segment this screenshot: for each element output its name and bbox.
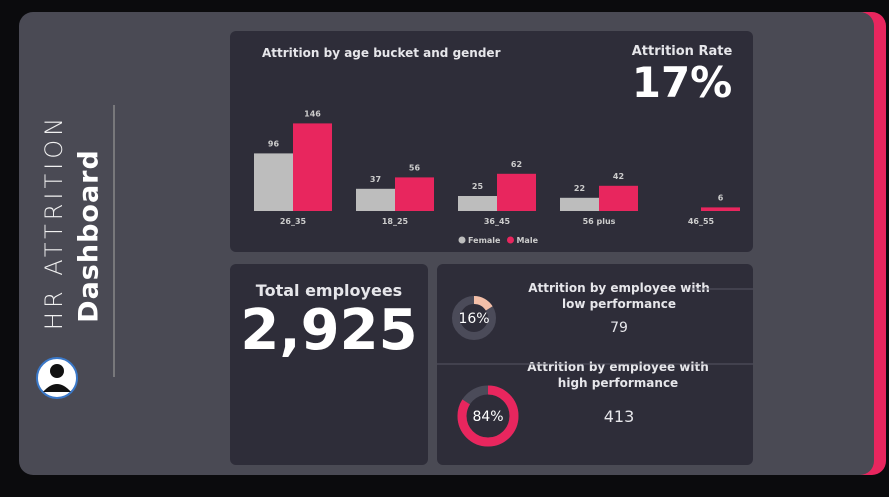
bar: [497, 173, 536, 211]
donut-arc: [457, 385, 519, 447]
legend-label: Female: [468, 236, 501, 245]
value-label: 22: [574, 184, 585, 193]
value-label: 56: [409, 163, 421, 172]
value-label: 6: [718, 193, 724, 202]
donut-label: 84%: [472, 409, 503, 425]
x-tick-label: 18_25: [382, 217, 409, 226]
value-label: 146: [304, 109, 321, 118]
card-count: 413: [603, 407, 635, 426]
avatar-head: [50, 364, 64, 378]
card-count: 79: [610, 320, 628, 336]
bar: [293, 123, 332, 211]
bar: [254, 153, 293, 211]
avatar-body: [43, 384, 71, 392]
x-tick-label: 26_35: [280, 217, 307, 226]
legend-marker: [458, 236, 466, 244]
bar: [458, 196, 497, 211]
value-label: 96: [268, 139, 280, 148]
legend-label: Male: [516, 236, 538, 245]
value-label: 37: [370, 175, 381, 184]
x-tick-label: 56 plus: [583, 217, 616, 226]
value-label: 25: [472, 182, 484, 191]
bar: [395, 177, 434, 211]
value-label: 42: [613, 172, 624, 181]
total-value: 2,925: [240, 298, 418, 363]
value-label: 62: [511, 160, 522, 169]
bar: [560, 197, 599, 211]
bar: [356, 188, 395, 211]
donut-label: 16%: [458, 311, 489, 327]
x-tick-label: 46_55: [688, 217, 715, 226]
bar: [599, 185, 638, 211]
x-tick-label: 36_45: [484, 217, 511, 226]
rate-value: 17%: [631, 58, 733, 107]
donut-arc: [452, 296, 496, 340]
chart-title: Attrition by age bucket and gender: [262, 46, 501, 60]
legend-marker: [506, 236, 514, 244]
total-panel: [230, 264, 428, 465]
total-label: Total employees: [255, 281, 403, 300]
rate-label: Attrition Rate: [631, 44, 733, 59]
bar: [701, 207, 740, 211]
card-title: Attrition by employee with low performan…: [528, 281, 710, 311]
